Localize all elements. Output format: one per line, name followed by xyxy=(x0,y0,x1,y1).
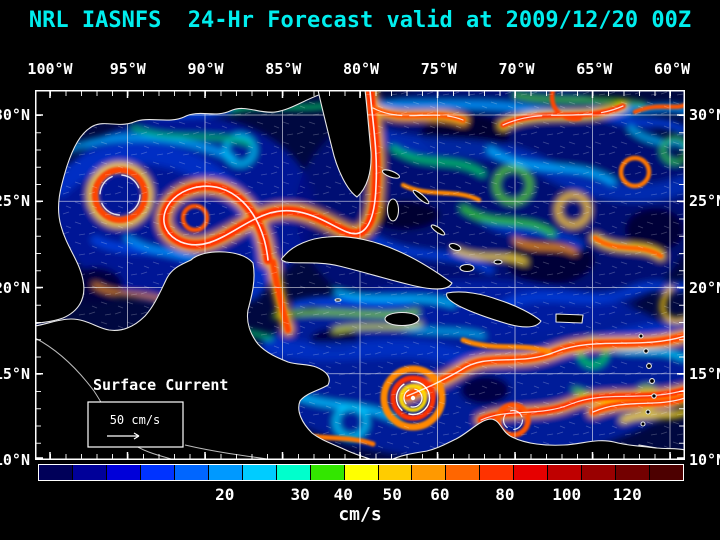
lon-tick-label: 80°W xyxy=(342,60,380,78)
scale-arrow xyxy=(107,432,140,440)
land-jamaica xyxy=(384,311,420,327)
map-area: Surface Current 50 cm/s xyxy=(34,80,695,461)
land-south-america xyxy=(390,418,686,461)
colorbar-ticks: 20 30 40 50 60 80 100 120 xyxy=(38,485,682,504)
colorbar-segment xyxy=(615,465,650,480)
colorbar-segment xyxy=(309,465,344,480)
lat-tick-label: 10°N xyxy=(689,451,720,469)
scale-value: 50 cm/s xyxy=(110,413,161,427)
colorbar-tick-label: 40 xyxy=(333,485,353,504)
colorbar-unit: cm/s xyxy=(338,504,382,525)
land-cuba xyxy=(281,236,453,290)
land-bahamas xyxy=(381,169,503,273)
colorbar-segment xyxy=(241,465,276,480)
colorbar-segment xyxy=(649,465,684,480)
colorbar-segment xyxy=(275,465,310,480)
lat-axis-left: 30°N 25°N 20°N 15°N 10°N xyxy=(0,90,33,469)
lat-tick-label: 15°N xyxy=(0,364,30,383)
colorbar-segment xyxy=(105,465,140,480)
map-border xyxy=(35,90,685,460)
land-puerto-rico xyxy=(555,313,584,324)
land-north-america xyxy=(34,89,328,325)
lat-tick-label: 10°N xyxy=(0,451,30,469)
lat-tick-label: 25°N xyxy=(0,192,30,211)
lon-tick-label: 100°W xyxy=(27,60,73,78)
lat-tick-label: 20°N xyxy=(689,278,720,297)
colorbar-segment xyxy=(547,465,582,480)
lon-tick-label: 85°W xyxy=(265,60,302,78)
colorbar-tick-label: 120 xyxy=(612,485,642,504)
surface-current-label: Surface Current xyxy=(93,376,228,394)
lon-tick-label: 70°W xyxy=(498,60,535,78)
lon-tick-label: 90°W xyxy=(187,60,224,78)
colorbar-segment xyxy=(207,465,242,480)
scale-box xyxy=(87,401,184,448)
land-florida xyxy=(317,89,372,198)
lat-tick-label: 25°N xyxy=(689,192,720,211)
colorbar-tick-label: 60 xyxy=(430,485,450,504)
lon-tick-label: 65°W xyxy=(576,60,613,78)
colorbar-segment xyxy=(71,465,106,480)
colorbar-tick-label: 80 xyxy=(495,485,515,504)
lon-tick-label: 95°W xyxy=(109,60,146,78)
lon-tick-label: 60°W xyxy=(653,60,691,78)
colorbar-segment xyxy=(513,465,548,480)
lat-tick-label: 15°N xyxy=(689,364,720,383)
colorbar-segment xyxy=(411,465,446,480)
colorbar-tick-label: 50 xyxy=(382,485,402,504)
colorbar-segment xyxy=(377,465,412,480)
colorbar xyxy=(38,464,684,481)
lat-tick-label: 20°N xyxy=(0,278,30,297)
colorbar-segment xyxy=(343,465,378,480)
lat-axis-right: 30°N 25°N 20°N 15°N 10°N xyxy=(687,90,720,469)
colorbar-segment xyxy=(173,465,208,480)
colorbar-segment xyxy=(139,465,174,480)
colorbar-segment xyxy=(581,465,616,480)
colorbar-tick-label: 100 xyxy=(552,485,582,504)
land-hispaniola xyxy=(446,291,542,328)
colorbar-segment xyxy=(39,465,72,480)
land-cayman xyxy=(334,298,342,302)
lat-tick-label: 30°N xyxy=(0,106,30,124)
lon-axis: 100°W 95°W 90°W 85°W 80°W 75°W 70°W 65°W 60°W xyxy=(27,60,690,78)
colorbar-segment xyxy=(479,465,514,480)
scale-overlay: Surface Current 50 cm/s xyxy=(87,376,228,448)
lat-tick-label: 30°N xyxy=(689,106,720,124)
colorbar-tick-label: 30 xyxy=(290,485,310,504)
colorbar-segment xyxy=(445,465,480,480)
lon-tick-label: 75°W xyxy=(420,60,457,78)
page-title: NRL IASNFS 24-Hr Forecast valid at 2009/… xyxy=(28,8,692,33)
colorbar-tick-label: 20 xyxy=(215,485,235,504)
forecast-map: Surface Current 50 cm/s xyxy=(34,80,695,461)
axis-ticks xyxy=(35,90,685,461)
